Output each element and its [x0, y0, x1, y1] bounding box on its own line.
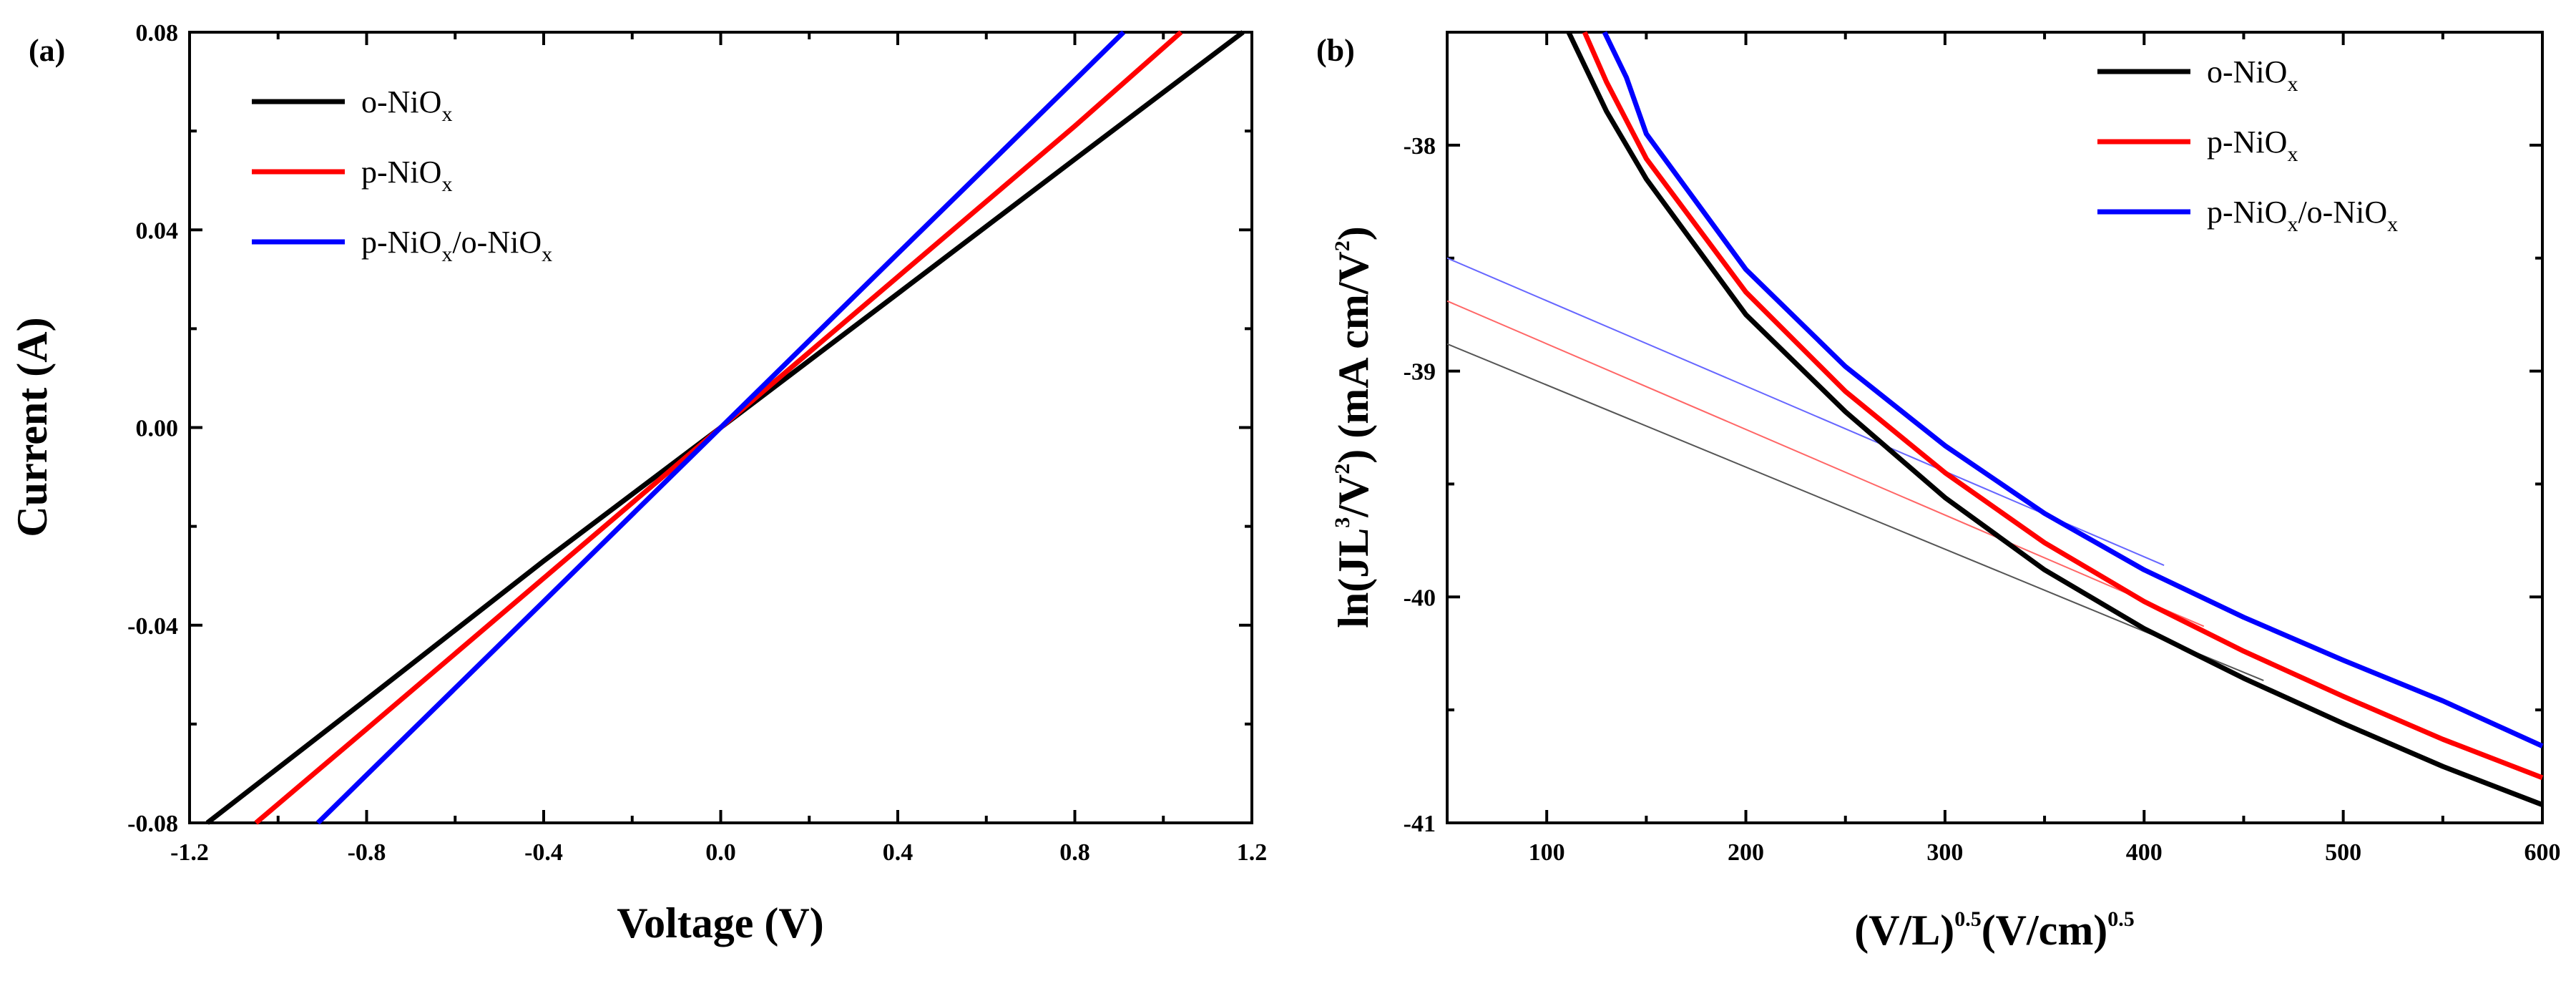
panel-b-series: [1566, 31, 2544, 807]
panel-b-x-axis-title: (V/L)0.5(V/cm)0.5: [1854, 907, 2135, 954]
panel-b-y-axis-title: ln(JL3/V2) (mA cm/V2): [1330, 226, 1377, 628]
panel-b-ticks: [1446, 31, 2544, 824]
series-line: [1582, 31, 2544, 781]
series-line: [1566, 31, 2544, 807]
legend-label-p-niox: p-NiOx: [2207, 125, 2298, 166]
panel-a-legend: o-NiOx p-NiOx p-NiOx/o-NiOx: [252, 84, 552, 266]
b-y-tick-label: -39: [1404, 359, 1436, 386]
legend-label-o-niox: o-NiOx: [2207, 54, 2298, 96]
b-x-tick-label: 600: [2524, 839, 2561, 866]
legend-label-p-niox-o-niox: p-NiOx/o-NiOx: [361, 225, 552, 266]
b-x-tick-label: 300: [1926, 839, 1963, 866]
series-line: [315, 30, 1126, 825]
panel-a-series: [205, 30, 1245, 825]
panel-b-x-tick-labels: 100 200 300 400 500 600: [1529, 839, 2561, 866]
panel-b-legend: o-NiOx p-NiOx p-NiOx/o-NiOx: [2097, 54, 2398, 236]
panel-b: (b) 100 200 300 400 500 600 -41 -40 -39 …: [1316, 31, 2561, 954]
b-y-tick-label: -41: [1404, 811, 1436, 837]
a-x-tick-label: 0.0: [705, 839, 736, 866]
a-x-tick-label: 0.4: [883, 839, 914, 866]
a-y-tick-label: -0.04: [127, 613, 178, 640]
panel-a: (a) -1.2 -0.8 -0.4 0.0 0.4 0.8 1.2 -0.08…: [9, 20, 1267, 947]
a-x-tick-label: -1.2: [170, 839, 209, 866]
b-x-tick-label: 500: [2325, 839, 2361, 866]
a-y-tick-label: 0.04: [136, 218, 179, 244]
legend-label-p-niox-o-niox: p-NiOx/o-NiOx: [2207, 195, 2398, 236]
series-line: [205, 30, 1245, 825]
b-x-tick-label: 100: [1529, 839, 1565, 866]
a-x-tick-label: -0.4: [524, 839, 563, 866]
panel-a-x-axis-title: Voltage (V): [617, 899, 823, 947]
fit-line: [1446, 343, 2264, 682]
fit-line: [1446, 300, 2205, 628]
b-x-tick-label: 200: [1728, 839, 1764, 866]
legend-label-o-niox: o-NiOx: [361, 84, 452, 126]
a-x-tick-label: 0.8: [1059, 839, 1090, 866]
b-y-tick-label: -38: [1404, 133, 1436, 160]
a-y-tick-label: 0.00: [136, 416, 179, 442]
panel-b-plot-frame: [1446, 31, 2544, 824]
a-x-tick-label: 1.2: [1237, 839, 1268, 866]
series-line: [1602, 31, 2544, 748]
panel-a-x-tick-labels: -1.2 -0.8 -0.4 0.0 0.4 0.8 1.2: [170, 839, 1267, 866]
panel-a-ticks: [188, 31, 1253, 824]
a-y-tick-label: -0.08: [127, 811, 178, 837]
a-x-tick-label: -0.8: [348, 839, 386, 866]
panel-a-y-axis-title: Current (A): [9, 317, 56, 537]
panel-b-fit-lines: [1446, 257, 2264, 682]
panel-a-y-tick-labels: -0.08 -0.04 0.00 0.04 0.08: [127, 20, 178, 837]
panel-a-label: (a): [29, 33, 65, 68]
b-y-tick-label: -40: [1404, 585, 1436, 611]
b-x-tick-label: 400: [2126, 839, 2163, 866]
panel-b-label: (b): [1316, 33, 1355, 68]
legend-label-p-niox: p-NiOx: [361, 155, 452, 196]
a-y-tick-label: 0.08: [136, 20, 179, 47]
panel-b-y-tick-labels: -41 -40 -39 -38: [1404, 133, 1436, 837]
